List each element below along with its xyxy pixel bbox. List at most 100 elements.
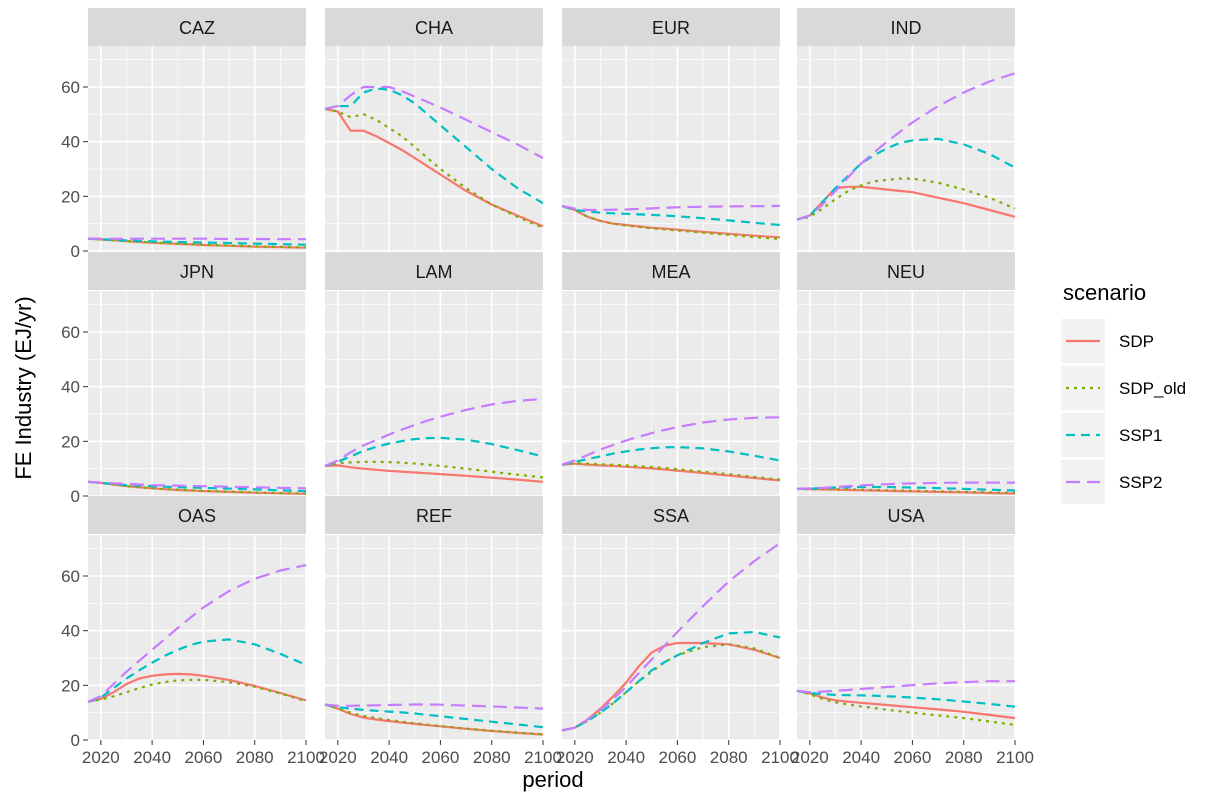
y-tick-label: 20 [61,676,80,695]
panel-background [325,46,543,251]
series-line-sdp [324,464,544,483]
facet-strip [797,8,1015,46]
series-line-ssp2 [87,564,307,703]
y-tick-label: 0 [71,487,80,506]
series-line-ssp1 [324,87,544,205]
legend-label: SSP2 [1119,473,1162,492]
series-line-ssp2 [88,237,306,241]
series-line-sdp [324,703,544,736]
facet-panel: IND [796,8,1016,252]
series-line-ssp2 [796,72,1016,221]
series-line-ssp1 [796,137,1016,221]
facet-strip [797,496,1015,534]
x-tick-label: 2060 [893,748,931,767]
facet-strip-label: NEU [887,262,925,282]
panel-background [562,535,780,740]
facet-strip [562,252,780,290]
series-line-ssp1 [796,689,1016,708]
series-line-ssp1 [87,638,307,703]
facet-panel: USA 2020 2040 2060 2080 2100 [791,496,1034,767]
y-tick-label: 40 [61,133,80,152]
series-line-ssp2 [324,397,544,467]
facet-panel: JPN 0 20 40 60 [61,252,307,506]
series-line-sdp [561,462,781,482]
x-tick-label: 2020 [82,748,120,767]
facet-strip [88,252,306,290]
facet-strip [325,496,543,534]
facet-strip-label: SSA [653,506,689,526]
x-tick-label: 2040 [370,748,408,767]
series-line-sdp-old [561,462,781,481]
facet-panel: NEU [796,252,1016,497]
facet-strip-label: REF [416,506,452,526]
facet-panel: CHA [324,8,544,252]
facet-panel: SSA 2020 2040 2060 2080 2100 [556,496,799,767]
y-tick-label: 40 [61,378,80,397]
x-tick-label: 2040 [133,748,171,767]
x-tick-label: 2080 [945,748,983,767]
legend-label: SSP1 [1119,426,1162,445]
series-line-ssp1 [324,703,544,729]
y-tick-label: 60 [61,78,80,97]
panel-background [797,46,1015,251]
facet-panel: CAZ 0 20 40 60 [61,8,307,261]
series-line-ssp2 [561,204,781,212]
x-tick-label: 2080 [710,748,748,767]
series-line-sdp-old [87,480,307,495]
panel-background [325,535,543,740]
facet-strip [88,496,306,534]
facet-strip-label: MEA [651,262,690,282]
panel-background [325,291,543,496]
y-tick-label: 60 [61,567,80,586]
series-line-ssp1 [87,480,307,493]
y-tick-label: 0 [71,242,80,261]
y-tick-label: 40 [61,622,80,641]
series-line-sdp-old [324,107,544,229]
x-tick-label: 2100 [996,748,1034,767]
series-line-ssp1 [87,237,307,246]
legend-label: SDP [1119,332,1154,351]
facet-strip [325,252,543,290]
facet-strip [562,8,780,46]
x-tick-label: 2060 [421,748,459,767]
facet-strip-label: CHA [415,18,453,38]
x-tick-label: 2100 [524,748,562,767]
y-axis-title: FE Industry (EJ/yr) [11,296,36,479]
legend-label: SDP_old [1119,379,1186,398]
facet-strip [88,8,306,46]
panel-background [88,291,306,496]
y-tick-label: 20 [61,432,80,451]
facet-panel: MEA [561,252,781,497]
x-tick-label: 2020 [791,748,829,767]
facet-strip-label: JPN [180,262,214,282]
legend-title: scenario [1063,280,1146,305]
x-tick-label: 2100 [761,748,799,767]
facet-panel: LAM [324,252,544,497]
series-line-ssp1 [324,436,544,467]
facet-strip-label: IND [891,18,922,38]
y-tick-label: 60 [61,323,80,342]
panel-background [88,535,306,740]
series-line-ssp2 [324,703,544,710]
series-line-sdp [796,689,1016,720]
series-line-ssp2 [796,481,1015,490]
series-line-ssp2 [561,416,781,466]
series-line-ssp2 [87,480,307,490]
panel-background [797,535,1015,740]
x-tick-label: 2020 [319,748,357,767]
facet-strip-label: USA [887,506,924,526]
y-tick-label: 0 [71,731,80,750]
series-line-ssp2 [796,680,1015,694]
x-tick-label: 2100 [287,748,325,767]
facet-strip-label: LAM [415,262,452,282]
x-tick-label: 2040 [842,748,880,767]
series-line-ssp1 [561,630,781,732]
facet-strip [797,252,1015,290]
panel-background [562,291,780,496]
x-tick-label: 2020 [556,748,594,767]
series-line-ssp2 [324,85,544,160]
facet-strip [562,496,780,534]
